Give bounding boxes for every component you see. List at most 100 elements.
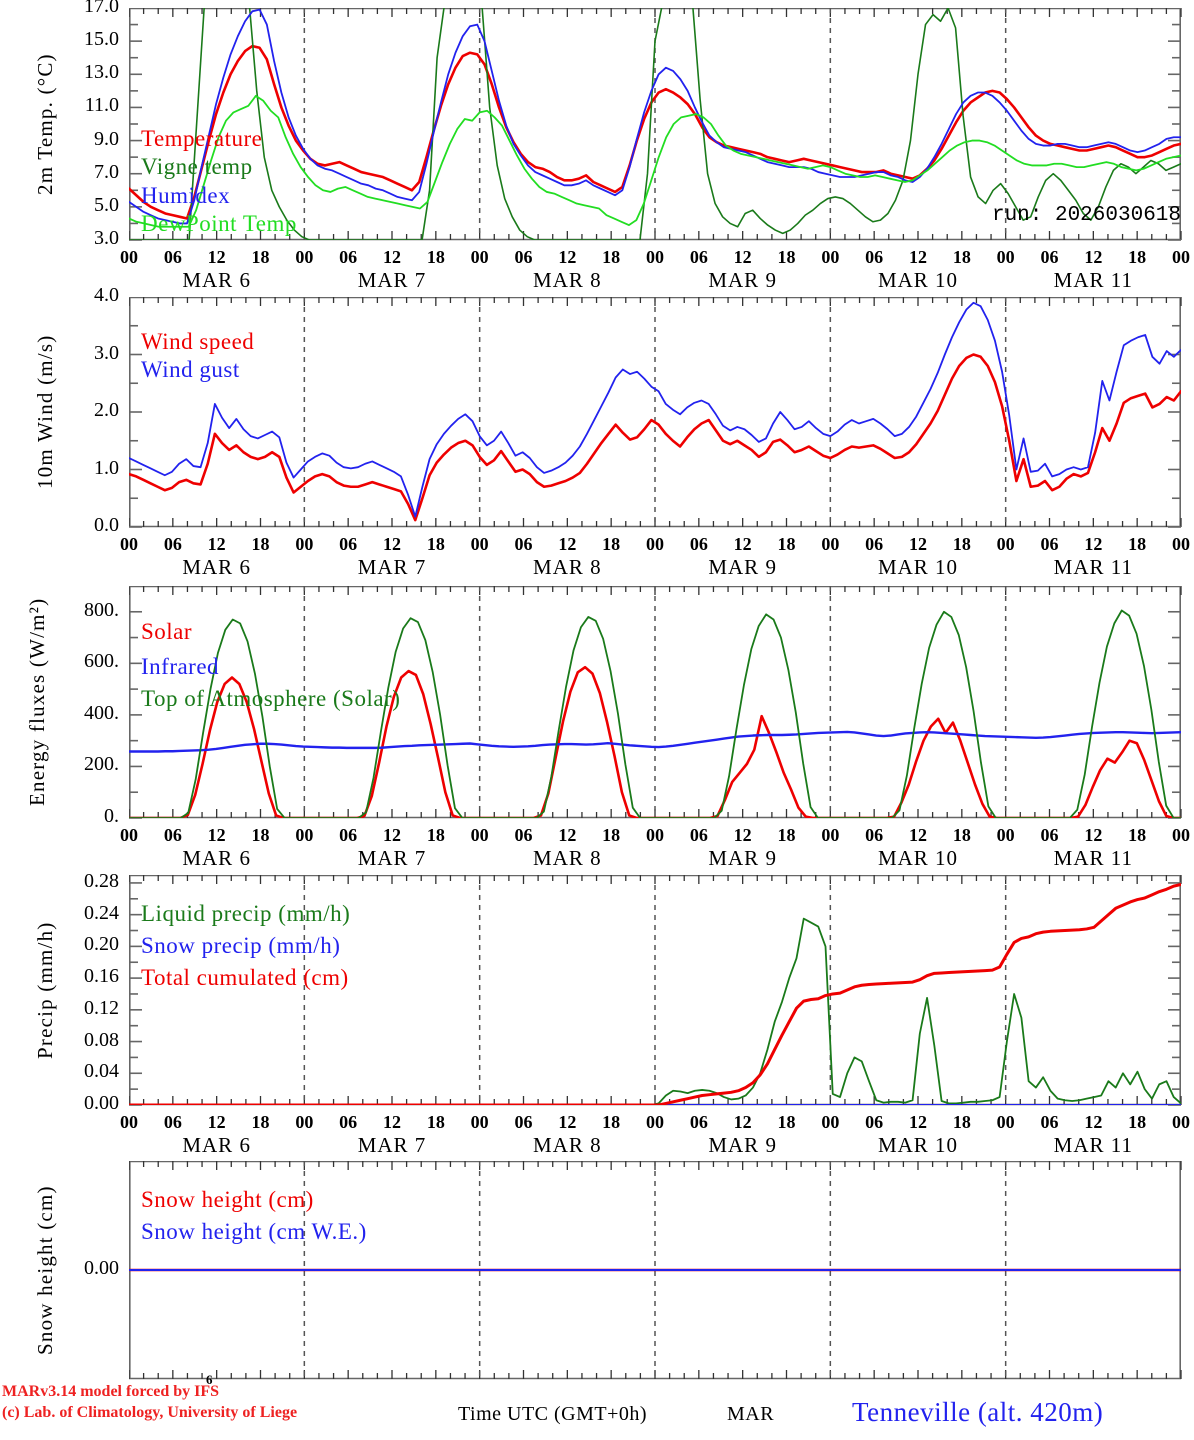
y-tick-label: 11.0 xyxy=(84,94,119,117)
x-tick-label: 12 xyxy=(558,1112,577,1132)
x-axis-day-label: MAR 7 xyxy=(357,846,427,870)
x-tick-label: 12 xyxy=(383,247,401,267)
series-line xyxy=(129,8,1181,225)
x-tick-label: 00 xyxy=(470,534,489,554)
y-tick-label: 200. xyxy=(84,753,119,776)
x-tick-label: 18 xyxy=(777,825,796,845)
x-axis-day-label: MAR 6 xyxy=(182,846,251,870)
y-tick-label: 15.0 xyxy=(84,28,119,51)
series-line xyxy=(129,301,1181,518)
x-axis-day-label: MAR 10 xyxy=(877,1133,959,1157)
x-tick-label: 00 xyxy=(646,247,664,267)
x-tick-label: 00 xyxy=(996,825,1015,845)
x-tick-label: 06 xyxy=(163,1112,182,1132)
plot-area-precip xyxy=(129,875,1182,1106)
x-tick-label: 06 xyxy=(514,825,533,845)
series-line xyxy=(129,8,1181,240)
series-line xyxy=(129,883,1181,1105)
x-tick-label: 06 xyxy=(514,1112,533,1132)
x-axis-day-label: MAR 7 xyxy=(357,555,427,579)
x-tick-label: 18 xyxy=(251,247,270,267)
x-tick-label: 00 xyxy=(821,825,840,845)
legend-entry-dewpoint-temp: DewPoint Temp xyxy=(141,211,297,236)
chart-panel-energy_fluxes: Energy fluxes (W/m²) 0. 200. 400. 600. 800. So… xyxy=(0,586,1194,876)
x-axis-day-label: MAR 10 xyxy=(877,555,959,579)
x-axis-day-label: MAR 11 xyxy=(1053,1133,1133,1157)
x-axis-day-label: MAR 6 xyxy=(182,268,251,292)
x-tick-label: 12 xyxy=(909,1112,927,1132)
x-tick-label: 18 xyxy=(952,1112,971,1132)
y-tick-label: 7.0 xyxy=(94,160,119,183)
x-tick-label: 06 xyxy=(514,247,533,267)
x-tick-label: 00 xyxy=(470,1112,489,1132)
footer-time-axis-label: Time UTC (GMT+0h) xyxy=(458,1403,648,1425)
x-tick-label: 06 xyxy=(1040,534,1059,554)
x-tick-label: 12 xyxy=(383,825,401,845)
y-tick-label: 4.0 xyxy=(94,284,119,306)
x-tick-label: 12 xyxy=(1084,825,1103,845)
x-tick-label: 18 xyxy=(426,534,445,554)
y-tick-label: 2.0 xyxy=(94,399,119,421)
x-tick-label: 12 xyxy=(383,1112,401,1132)
x-tick-label: 00 xyxy=(1172,534,1190,554)
x-tick-label: 00 xyxy=(120,247,138,267)
legend-entry-humidex: Humidex xyxy=(141,183,231,208)
x-tick-label: 12 xyxy=(733,534,752,554)
footer-station-label: Tenneville (alt. 420m) xyxy=(852,1397,1104,1427)
x-tick-label: 18 xyxy=(602,534,621,554)
series-line xyxy=(129,353,1181,522)
x-tick-label: 12 xyxy=(383,534,401,554)
x-tick-label: 18 xyxy=(1128,1112,1147,1132)
x-tick-label: 18 xyxy=(777,1112,796,1132)
x-tick-label: 00 xyxy=(646,534,664,554)
x-tick-label: 12 xyxy=(909,534,927,554)
plot-area-snow_height xyxy=(129,1161,1182,1380)
x-tick-label: 00 xyxy=(120,534,138,554)
plot-area-temperature xyxy=(129,8,1182,241)
x-tick-label: 18 xyxy=(1128,534,1147,554)
x-tick-label: 12 xyxy=(733,825,752,845)
x-tick-label: 06 xyxy=(689,534,708,554)
chart-panel-temperature: 2m Temp. (°C) 3.0 5.0 7.0 9.0 11.0 13.0 15.0 17.… xyxy=(0,0,1194,298)
x-tick-label: 00 xyxy=(821,1112,840,1132)
x-tick-label: 00 xyxy=(996,247,1015,267)
legend-entry-snow-precip-mm-h: Snow precip (mm/h) xyxy=(141,933,341,958)
legend-entry-total-cumulated-cm: Total cumulated (cm) xyxy=(141,965,349,990)
y-tick-label: 0.20 xyxy=(84,933,119,956)
x-tick-label: 12 xyxy=(207,825,226,845)
y-tick-label: 0.04 xyxy=(84,1060,119,1083)
x-axis-day-label: MAR 8 xyxy=(533,268,602,292)
y-tick-label: 0.12 xyxy=(84,996,119,1019)
x-tick-label: 06 xyxy=(514,534,533,554)
x-tick-label: 06 xyxy=(163,825,182,845)
x-tick-label: 06 xyxy=(339,825,358,845)
x-tick-label: 18 xyxy=(251,1112,270,1132)
y-tick-label: 0.16 xyxy=(84,965,119,988)
y-tick-label: 3.0 xyxy=(94,227,119,249)
legend-entry-top-of-atmosphere-solar: Top of Atmosphere (Solar) xyxy=(141,686,401,711)
x-tick-label: 00 xyxy=(1172,1112,1190,1132)
legend-entry-temperature: Temperature xyxy=(141,126,263,151)
x-tick-label: 06 xyxy=(865,247,884,267)
plot-area-energy_fluxes xyxy=(129,586,1182,819)
footer-model-line1: MARv3.14 model forced by IFS xyxy=(2,1383,220,1400)
y-tick-label: 0.24 xyxy=(84,901,119,924)
x-axis-day-label: MAR 11 xyxy=(1053,555,1133,579)
y-tick-label: 0.00 xyxy=(84,1257,119,1279)
x-tick-label: 00 xyxy=(821,247,840,267)
series-line xyxy=(129,94,1181,228)
legend-entry-vigne-temp: Vigne temp xyxy=(141,154,253,179)
x-axis-day-label: MAR 9 xyxy=(708,846,777,870)
x-tick-label: 12 xyxy=(558,534,577,554)
x-axis-day-label: MAR 9 xyxy=(708,1133,777,1157)
x-tick-label: 00 xyxy=(1172,247,1190,267)
x-tick-label: 18 xyxy=(251,534,270,554)
x-tick-label: 06 xyxy=(1040,825,1059,845)
x-tick-label: 06 xyxy=(1040,1112,1059,1132)
x-tick-label: 18 xyxy=(426,825,445,845)
x-tick-label: 00 xyxy=(470,825,489,845)
y-tick-label: 400. xyxy=(84,701,119,724)
x-tick-label: 00 xyxy=(646,1112,664,1132)
x-tick-label: 06 xyxy=(689,247,708,267)
x-tick-label: 18 xyxy=(602,1112,621,1132)
